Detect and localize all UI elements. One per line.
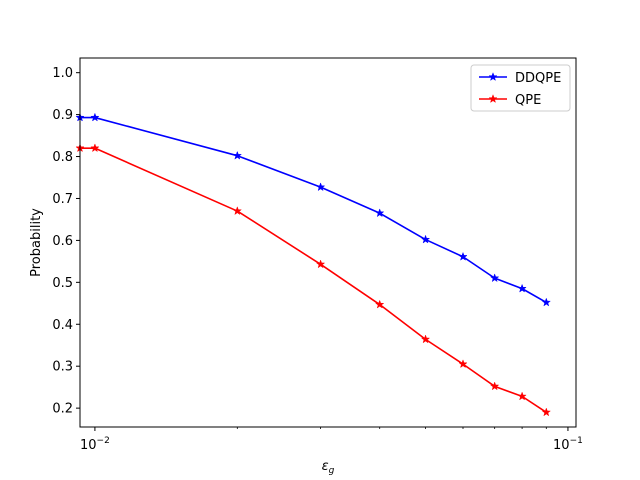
legend-label-ddqpe: DDQPE: [515, 71, 561, 86]
x-tick-label-base: 10: [553, 438, 570, 453]
x-tick-label-exponent: −1: [570, 436, 583, 446]
y-tick-label: 0.8: [52, 150, 73, 165]
data-point-ddqpe: [517, 283, 527, 293]
data-point-qpe: [232, 206, 243, 216]
y-tick-label: 0.4: [52, 318, 73, 333]
y-tick-label: 0.7: [52, 192, 73, 207]
legend-items: DDQPE QPE: [479, 71, 561, 108]
legend-marker-ddqpe: [488, 72, 498, 82]
data-point-qpe: [458, 359, 468, 369]
x-tick-label-base: 10: [80, 438, 97, 453]
y-tick-label: 0.3: [52, 360, 73, 375]
x-axis-label-sub: g: [329, 466, 335, 476]
data-point-qpe: [517, 391, 527, 401]
data-point-qpe: [541, 407, 552, 417]
data-point-ddqpe: [315, 182, 326, 192]
x-tick-label: 10−2: [80, 436, 110, 453]
data-point-ddqpe: [489, 273, 500, 283]
ticks: 0.20.30.40.50.60.70.80.91.010−2 10−1: [52, 66, 583, 453]
legend: DDQPE QPE: [470, 64, 571, 112]
series-line-qpe: [80, 147, 547, 413]
data-point-qpe: [489, 381, 500, 391]
axes-frame: [79, 57, 577, 428]
y-tick-label: 0.6: [52, 234, 73, 249]
x-tick-label-exponent: −2: [97, 436, 110, 446]
data-point-ddqpe: [90, 112, 100, 122]
data-point-qpe: [315, 259, 326, 269]
y-tick-label: 0.2: [52, 402, 73, 417]
data-point-qpe: [90, 143, 100, 153]
x-axis-label: εg: [322, 459, 335, 476]
data-point-ddqpe: [374, 208, 385, 218]
legend-marker-qpe: [488, 94, 498, 104]
data-point-ddqpe: [420, 234, 431, 244]
data-point-qpe: [374, 299, 385, 309]
y-tick-label: 0.5: [52, 276, 73, 291]
series-line-ddqpe: [80, 116, 547, 304]
y-axis-label: Probability: [29, 208, 44, 277]
plot-area: [75, 112, 552, 417]
y-tick-label: 1.0: [52, 66, 73, 81]
x-axis-label-main: ε: [322, 459, 329, 474]
x-tick-label: 10−1: [553, 436, 583, 453]
data-point-ddqpe: [541, 297, 552, 307]
data-point-ddqpe: [232, 150, 243, 160]
data-point-qpe: [420, 334, 431, 344]
legend-label-qpe: QPE: [515, 93, 541, 108]
data-point-ddqpe: [458, 251, 468, 261]
y-tick-label: 0.9: [52, 108, 73, 123]
